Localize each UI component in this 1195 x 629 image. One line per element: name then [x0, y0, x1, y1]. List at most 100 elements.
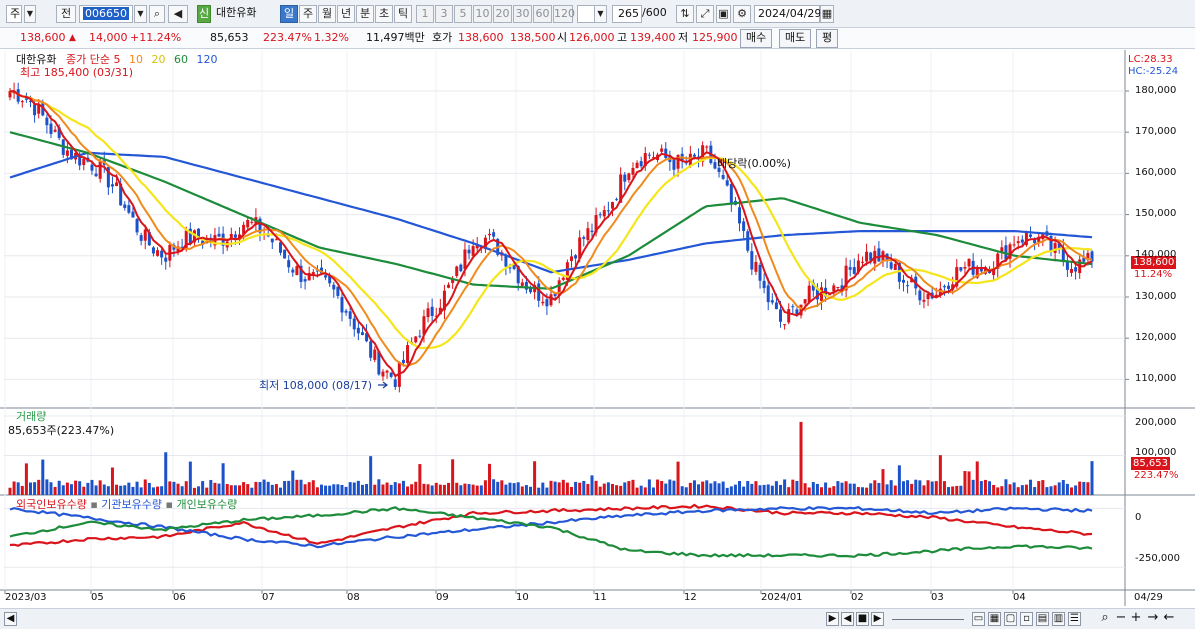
volume-bar: [377, 479, 381, 495]
chart-canvas[interactable]: [0, 50, 1195, 606]
speaker-icon[interactable]: ◀: [168, 5, 188, 23]
volume-bar: [20, 485, 24, 495]
window-icon[interactable]: ▢: [1004, 612, 1017, 626]
buy-button[interactable]: 매수: [740, 29, 773, 48]
volume-bar: [832, 486, 836, 495]
volume-bar: [942, 481, 946, 495]
zoom-slider[interactable]: [892, 612, 964, 620]
volume-bar: [660, 480, 664, 495]
x-label-11: 11: [594, 592, 607, 603]
candle-body: [1012, 244, 1016, 246]
interval-1-button[interactable]: 1: [416, 5, 434, 23]
candle-body: [41, 103, 45, 116]
chart-scrollbar[interactable]: ◀ ▶ ◀ ■ ▶ ▭ ▦ ▢ ▫ ▤ ▥ ☰ ⌕ − + → ←: [0, 608, 1195, 629]
volume-bar: [381, 484, 385, 495]
candle-body: [856, 260, 860, 273]
scroll-left-end-icon[interactable]: ▶: [826, 612, 839, 626]
chart-area[interactable]: 대한유화 종가 단순 5 10 20 60 120 최고 185,400 (03…: [0, 50, 1195, 606]
volume-bar: [971, 479, 975, 495]
candle-body: [672, 159, 676, 170]
chart-settings-icon[interactable]: ⇅: [676, 5, 694, 23]
layout-icon[interactable]: ▭: [972, 612, 985, 626]
volume-bar: [762, 484, 766, 495]
period-year-button[interactable]: 년: [337, 5, 355, 23]
volume-bar: [348, 482, 352, 495]
date-input[interactable]: 2024/04/29: [754, 5, 821, 23]
candle-body: [82, 158, 86, 166]
legend-individual: 개인보유수량: [176, 498, 238, 511]
search-icon-small[interactable]: ⌕: [1101, 610, 1109, 625]
stock-code-input[interactable]: 006650: [79, 5, 133, 23]
candle-body: [442, 290, 446, 311]
save-icon[interactable]: ▣: [716, 5, 731, 23]
volume-bar: [856, 487, 860, 495]
candle-body: [897, 262, 901, 282]
volume-bar: [172, 481, 176, 495]
volume-bar: [516, 482, 520, 495]
candle-body: [319, 267, 323, 274]
candle-body: [504, 255, 508, 267]
zoom-in-icon[interactable]: +: [1130, 610, 1142, 625]
eval-button[interactable]: 평: [816, 29, 839, 48]
x-label-02: 02: [851, 592, 864, 603]
period-minute-button[interactable]: 분: [356, 5, 374, 23]
period-week-button[interactable]: 주: [299, 5, 317, 23]
interval-5-button[interactable]: 5: [454, 5, 472, 23]
market-type-select[interactable]: 주: [6, 5, 22, 23]
panel-icon[interactable]: ▤: [1036, 612, 1049, 626]
volume-bar: [459, 485, 463, 495]
volume-bar: [332, 484, 336, 495]
period-day-button[interactable]: 일: [280, 5, 298, 23]
x-label-2023-03: 2023/03: [5, 592, 47, 603]
scroll-left-icon[interactable]: ◀: [4, 612, 17, 626]
arrow-left-icon[interactable]: ←: [1163, 610, 1175, 625]
stock-code-dropdown-icon[interactable]: ▼: [134, 5, 147, 23]
search-icon[interactable]: ⌕: [149, 5, 165, 23]
volume-bar: [94, 485, 98, 495]
volume-bar: [258, 482, 262, 495]
period-tick-button[interactable]: 틱: [394, 5, 412, 23]
gear-icon[interactable]: ⚙: [733, 5, 751, 23]
candle-body: [820, 287, 823, 301]
zoom-out-icon[interactable]: −: [1115, 610, 1127, 625]
arrow-right-icon[interactable]: →: [1147, 610, 1159, 625]
volume-bar: [430, 485, 434, 495]
candle-body: [295, 266, 299, 276]
data-count-input[interactable]: 265: [612, 5, 642, 23]
candle-body: [348, 311, 352, 319]
calendar-icon[interactable]: ▦: [820, 5, 834, 23]
interval-10-button[interactable]: 10: [473, 5, 492, 23]
volume-bar: [680, 486, 684, 495]
candle-body: [184, 230, 188, 250]
candle-body: [1049, 235, 1053, 252]
high-label: 고: [617, 31, 628, 44]
interval-20-button[interactable]: 20: [493, 5, 512, 23]
zoom-tool-icon[interactable]: ⤢: [696, 5, 714, 23]
period-second-button[interactable]: 초: [375, 5, 393, 23]
candle-body: [983, 267, 987, 274]
candle-body: [328, 275, 332, 284]
candle-body: [1053, 243, 1057, 253]
volume-bar: [836, 481, 840, 495]
play-forward-icon[interactable]: ▶: [871, 612, 884, 626]
interval-30-button[interactable]: 30: [513, 5, 532, 23]
period-month-button[interactable]: 월: [318, 5, 336, 23]
candle-body: [1057, 243, 1061, 250]
market-type-dropdown-icon[interactable]: ▼: [24, 5, 36, 23]
candle-body: [725, 180, 729, 186]
prev-button[interactable]: 전: [56, 5, 76, 23]
list-icon[interactable]: ☰: [1068, 612, 1081, 626]
play-back-icon[interactable]: ◀: [841, 612, 854, 626]
volume-bar: [279, 487, 282, 495]
interval-60-button[interactable]: 60: [533, 5, 552, 23]
restore-icon[interactable]: ▫: [1020, 612, 1033, 626]
stop-icon[interactable]: ■: [856, 612, 869, 626]
grid-icon[interactable]: ▦: [988, 612, 1001, 626]
sell-button[interactable]: 매도: [779, 29, 812, 48]
interval-120-button[interactable]: 120: [553, 5, 575, 23]
interval-3-button[interactable]: 3: [435, 5, 453, 23]
candle-body: [483, 237, 487, 250]
table-icon[interactable]: ▥: [1052, 612, 1065, 626]
custom-interval-dropdown-icon[interactable]: ▼: [594, 5, 607, 23]
candle-body: [574, 255, 578, 259]
